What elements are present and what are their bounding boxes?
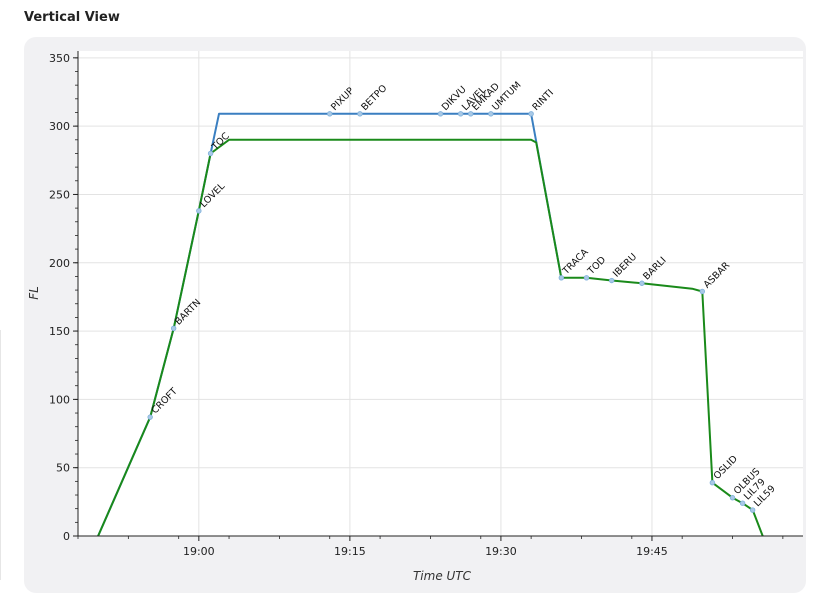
waypoint-marker[interactable] xyxy=(170,325,177,332)
y-ticks: 0 50 100 150 200 250 300 350 xyxy=(49,52,78,543)
grid-x xyxy=(198,51,653,536)
y-tick-label: 250 xyxy=(49,188,70,201)
waypoint-marker[interactable] xyxy=(468,111,474,117)
waypoint-marker[interactable] xyxy=(729,495,736,501)
waypoint-marker[interactable] xyxy=(457,111,464,117)
waypoint-marker[interactable] xyxy=(699,288,706,295)
waypoint-marker[interactable] xyxy=(528,111,534,117)
waypoint-marker[interactable] xyxy=(207,150,214,157)
waypoint-marker[interactable] xyxy=(709,480,716,486)
y-tick-label: 0 xyxy=(63,530,70,543)
panel-title: Vertical View xyxy=(24,10,120,25)
waypoint-markers xyxy=(147,111,756,513)
waypoint-marker[interactable] xyxy=(558,275,565,281)
waypoint-marker[interactable] xyxy=(196,208,202,214)
x-ticks: 19:00 19:15 19:30 19:45 xyxy=(77,536,784,558)
x-tick-label: 19:15 xyxy=(334,545,366,558)
y-axis-title: FL xyxy=(27,286,41,300)
y-tick-label: 200 xyxy=(49,257,70,270)
y-tick-label: 300 xyxy=(49,120,70,133)
x-tick-label: 19:00 xyxy=(183,545,215,558)
waypoint-marker[interactable] xyxy=(583,275,590,281)
x-tick-label: 19:45 xyxy=(636,545,668,558)
left-divider xyxy=(0,330,5,580)
plot-area xyxy=(78,51,803,536)
y-tick-label: 50 xyxy=(56,462,70,475)
waypoint-marker[interactable] xyxy=(749,507,756,513)
y-tick-label: 150 xyxy=(49,325,70,338)
waypoint-marker[interactable] xyxy=(437,111,444,117)
waypoint-marker[interactable] xyxy=(639,280,645,286)
y-tick-label: 350 xyxy=(49,52,70,65)
waypoint-marker[interactable] xyxy=(357,111,363,117)
waypoint-marker[interactable] xyxy=(327,111,333,117)
x-axis-title: Time UTC xyxy=(413,569,472,583)
waypoint-marker[interactable] xyxy=(739,500,746,506)
waypoint-marker[interactable] xyxy=(488,111,494,117)
waypoint-marker[interactable] xyxy=(147,414,153,420)
y-tick-label: 100 xyxy=(49,393,70,406)
x-tick-label: 19:30 xyxy=(485,545,517,558)
waypoint-marker[interactable] xyxy=(608,277,615,284)
